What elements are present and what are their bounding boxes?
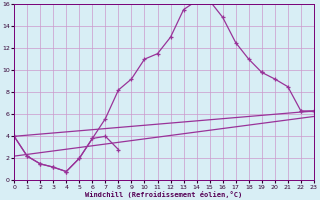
X-axis label: Windchill (Refroidissement éolien,°C): Windchill (Refroidissement éolien,°C) (85, 191, 243, 198)
